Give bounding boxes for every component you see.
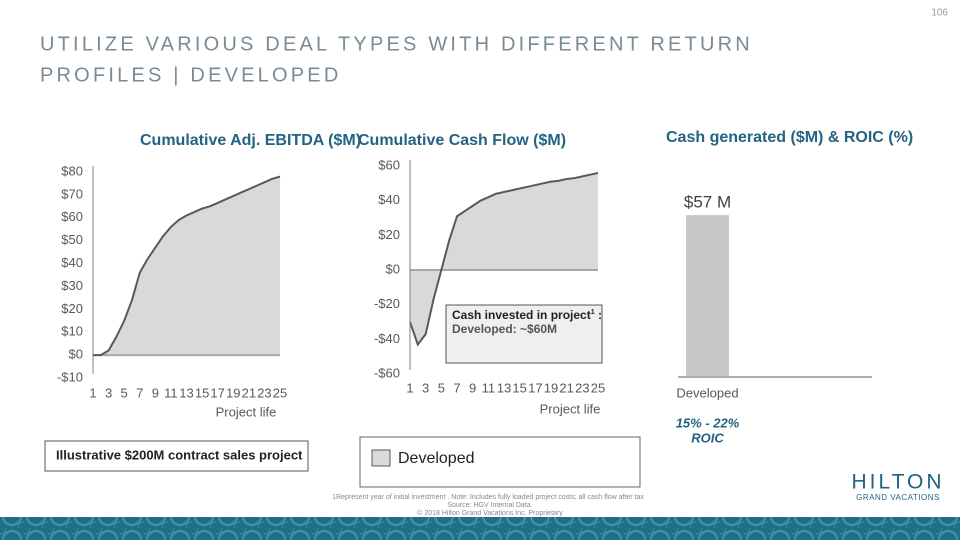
y-tick-label: $50 (61, 232, 83, 247)
x-tick-label: 23 (575, 380, 589, 395)
title-line: UTILIZE VARIOUS DEAL TYPES WITH DIFFEREN… (40, 33, 753, 55)
y-tick-label: $0 (386, 261, 400, 276)
legend-swatch (371, 449, 391, 467)
y-tick-label: $60 (378, 157, 400, 172)
title-line: PROFILES | DEVELOPED (40, 64, 342, 86)
x-tick-label: 17 (528, 380, 542, 395)
annotation-suffix: : (595, 308, 602, 322)
y-tick-label: -$20 (374, 296, 400, 311)
x-tick-label: 1 (406, 380, 413, 395)
x-tick-label: 5 (438, 380, 445, 395)
chart-title: Cash generated ($M) & ROIC (%) (666, 129, 913, 146)
y-tick-label: $30 (61, 278, 83, 293)
decor-band (0, 517, 960, 540)
y-tick-label: -$40 (374, 331, 400, 346)
x-tick-label: 3 (105, 385, 112, 400)
y-tick-label: $10 (61, 324, 83, 339)
x-tick-label: 23 (257, 385, 271, 400)
x-tick-label: 21 (559, 380, 573, 395)
x-tick-label: 25 (591, 380, 605, 395)
area (410, 172, 598, 345)
x-tick-label: 19 (226, 385, 240, 400)
y-tick-label: $0 (69, 347, 83, 362)
roic-label: 15% - 22% (676, 415, 740, 430)
x-tick-label: 17 (210, 385, 224, 400)
page-number: 106 (931, 8, 948, 19)
footnote-marker: 1. (332, 494, 338, 501)
annotation: Cash invested in project1 : (452, 308, 602, 322)
y-tick-label: -$60 (374, 365, 400, 380)
x-tick-label: 19 (544, 380, 558, 395)
y-tick-label: $80 (61, 163, 83, 178)
x-tick-label: 21 (242, 385, 256, 400)
y-tick-label: $40 (378, 192, 400, 207)
x-tick-label: 9 (152, 385, 159, 400)
value-label: $57 M (684, 193, 731, 212)
footnote: Represent year of initial investment . N… (336, 494, 644, 501)
logo-sub: GRAND VACATIONS (856, 493, 940, 502)
y-tick-label: $20 (61, 301, 83, 316)
x-tick-label: 15 (195, 385, 209, 400)
annotation-sup: 1 (591, 309, 595, 316)
x-axis-label: Project life (216, 404, 277, 419)
x-tick-label: 11 (482, 380, 496, 395)
x-tick-label: 15 (512, 380, 526, 395)
x-tick-label: 7 (136, 385, 143, 400)
x-tick-label: 13 (497, 380, 511, 395)
chart-title: Cumulative Adj. EBITDA ($M) (140, 132, 361, 149)
x-tick-label: 1 (89, 385, 96, 400)
chart-title: Cumulative Cash Flow ($M) (358, 132, 566, 149)
annotation-detail: Developed: ~$60M (452, 322, 557, 336)
x-tick-label: 25 (273, 385, 287, 400)
line (409, 171, 599, 347)
x-axis-label: Project life (540, 401, 601, 416)
x-tick-label: 11 (164, 385, 178, 400)
annotation-box (445, 304, 603, 364)
x-tick-label: 9 (469, 380, 476, 395)
y-tick-label: $60 (61, 209, 83, 224)
y-tick-label: -$10 (57, 369, 83, 384)
legend-box (359, 436, 641, 488)
note-box (44, 440, 309, 472)
y-tick-label: $20 (378, 227, 400, 242)
x-tick-label: 3 (422, 380, 429, 395)
bar (686, 215, 729, 377)
copyright: © 2018 Hilton Grand Vacations Inc. Propr… (417, 509, 563, 517)
x-tick-label: 5 (121, 385, 128, 400)
x-tick-label: 13 (179, 385, 193, 400)
area (93, 176, 280, 356)
category-label: Developed (676, 385, 738, 400)
note: Illustrative $200M contract sales projec… (56, 447, 303, 462)
source: Source: HGV Internal Data. (447, 502, 532, 509)
y-tick-label: $40 (61, 255, 83, 270)
line (93, 175, 281, 357)
annotation-text: Cash invested in project (452, 308, 591, 322)
logo-name: HILTON (851, 471, 944, 494)
roic-label: ROIC (691, 430, 724, 445)
x-tick-label: 7 (453, 380, 460, 395)
y-tick-label: $70 (61, 186, 83, 201)
legend-label: Developed (398, 450, 475, 467)
